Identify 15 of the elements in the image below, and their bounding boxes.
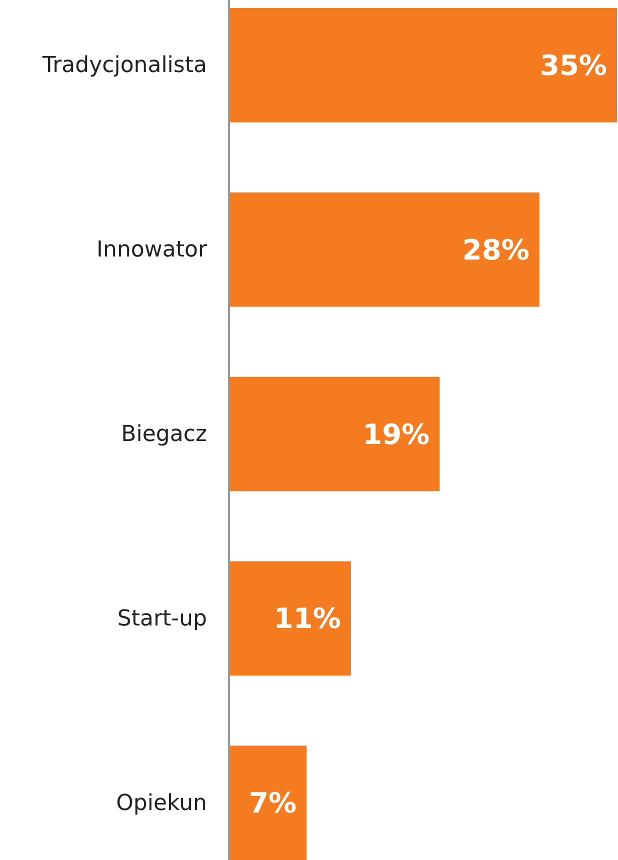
y-tick-label: Innowator [96, 238, 208, 263]
y-tick-label: Opiekun [116, 790, 207, 816]
bar [229, 746, 307, 860]
data-label: 19% [362, 418, 430, 451]
data-label: 7% [249, 786, 297, 820]
bar [229, 376, 440, 492]
bar [229, 8, 617, 122]
y-tick-label: Tradycjonalista [41, 53, 207, 78]
data-label: 11% [274, 602, 341, 636]
data-label: 35% [540, 48, 607, 82]
bar [229, 192, 540, 307]
y-tick-label: Start-up [117, 606, 207, 632]
data-label: 28% [462, 233, 530, 266]
bar [229, 561, 351, 676]
y-tick-label: Biegacz [121, 422, 207, 448]
